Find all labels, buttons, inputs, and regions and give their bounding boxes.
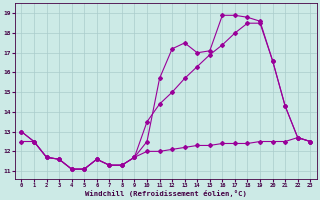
X-axis label: Windchill (Refroidissement éolien,°C): Windchill (Refroidissement éolien,°C) [85, 190, 247, 197]
